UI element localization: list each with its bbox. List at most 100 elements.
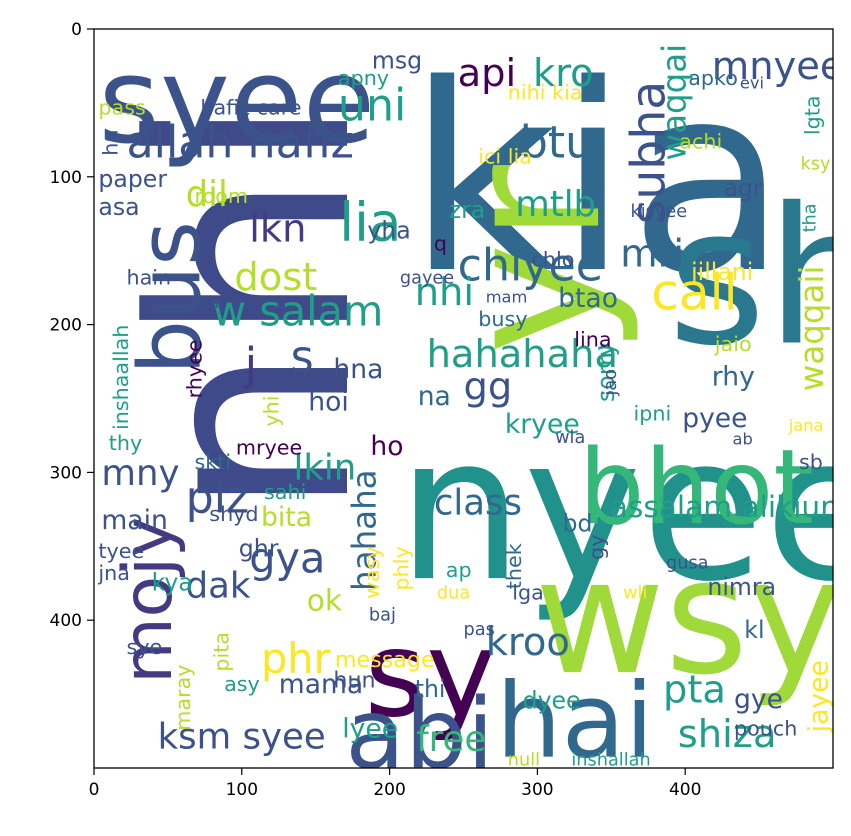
cloud-word: dil [186, 174, 228, 215]
cloud-word: skti [195, 450, 232, 474]
y-axis: 0 100 200 300 400 [50, 20, 94, 631]
cloud-word: btao [558, 283, 618, 314]
cloud-word: kro [533, 51, 594, 96]
cloud-word: sorry [592, 342, 620, 402]
cloud-word: subha [622, 81, 677, 225]
cloud-word: plz [186, 472, 250, 523]
cloud-word: api [458, 51, 517, 96]
cloud-word: mam [486, 288, 528, 307]
cloud-word: chlo [532, 248, 575, 272]
cloud-word: inshaallah [109, 325, 133, 430]
cloud-word: gy [585, 535, 609, 560]
cloud-word: bta [195, 295, 219, 312]
cloud-word: rhyee [183, 339, 207, 398]
cloud-word: btu [520, 118, 594, 169]
cloud-word: hoi [308, 387, 349, 418]
cloud-word: waqqai [656, 44, 694, 161]
cloud-word: null [508, 750, 540, 770]
cloud-word: pas [464, 620, 495, 640]
cloud-word: agr [724, 174, 763, 202]
cloud-word: jayee [803, 660, 834, 733]
cloud-word: ho [370, 431, 403, 462]
cloud-word: hahaha [345, 469, 383, 591]
cloud-word: lgta [801, 96, 825, 136]
cloud-word: ghr [239, 535, 279, 563]
cloud-word: waqqaii [793, 266, 831, 392]
cloud-word: phr [261, 635, 332, 683]
cloud-word: nyee [397, 394, 851, 626]
cloud-word: gayee [400, 268, 454, 288]
y-tick-label: 100 [50, 168, 82, 188]
cloud-word: hn [98, 130, 122, 156]
cloud-word: baj [369, 605, 396, 625]
y-tick-label: 200 [50, 316, 82, 336]
cloud-word: dyee [523, 687, 581, 715]
cloud-word: sye [127, 635, 163, 659]
cloud-word: pita [209, 632, 233, 672]
cloud-word: dost [234, 255, 317, 300]
x-tick-label: 300 [521, 780, 553, 800]
cloud-word: msg [372, 47, 422, 75]
cloud-word: ksy [801, 155, 831, 175]
cloud-word: shyd [209, 502, 258, 526]
cloud-word: thi [415, 675, 446, 703]
cloud-word: ab [733, 430, 753, 449]
cloud-word: ok [307, 583, 343, 617]
cloud-word: yha [367, 217, 410, 245]
cloud-word: mryee [236, 435, 302, 459]
cloud-word: main [101, 505, 167, 536]
cloud-word: jaio [714, 332, 752, 356]
cloud-word: apko [688, 66, 738, 90]
cloud-word: kroo [486, 620, 570, 665]
cloud-word: kisyee [631, 202, 688, 222]
x-tick-label: 400 [669, 780, 701, 800]
cloud-word: jna [97, 561, 130, 585]
cloud-word: pass [98, 96, 145, 120]
cloud-word: mri [620, 232, 684, 277]
cloud-word: bhot [579, 428, 814, 548]
cloud-word: allah hafiz [127, 118, 354, 169]
cloud-word: kl [744, 616, 764, 644]
cloud-word: thy [109, 431, 142, 455]
cloud-word: nimra [707, 573, 776, 601]
cloud-word: lia [339, 192, 401, 254]
cloud-word: rhy [712, 362, 755, 393]
cloud-word: nihi kia [508, 81, 583, 105]
cloud-word: achi [679, 130, 722, 154]
cloud-word: shiza [678, 712, 777, 757]
cloud-word: kryee [505, 409, 580, 440]
x-axis: 0 100 200 300 400 [89, 768, 701, 800]
x-tick-label: 0 [89, 780, 100, 800]
cloud-word: assalam alikium [610, 490, 849, 524]
cloud-word: zra [449, 196, 486, 224]
cloud-word: ici lia [478, 144, 532, 168]
cloud-word: lkn [249, 206, 306, 251]
cloud-word: room [195, 184, 249, 208]
cloud-word: hafiz care [200, 96, 301, 120]
cloud-word: bita [261, 502, 312, 533]
cloud-word: gusa [666, 554, 709, 574]
cloud-word: ap [446, 558, 472, 582]
cloud-word: abi [345, 676, 494, 790]
cloud-word: mama [279, 669, 363, 700]
cloud-word: free [416, 719, 486, 760]
cloud-word: thek [502, 543, 526, 589]
cloud-word: jana [788, 416, 824, 435]
cloud-word: tha [801, 203, 821, 232]
cloud-word: apny [338, 66, 389, 90]
cloud-word: wasy [360, 546, 384, 599]
cloud-word: mojy [109, 517, 188, 684]
cloud-word: evi [740, 73, 764, 92]
cloud-word: phly [390, 546, 414, 590]
cloud-word: hahahaha [427, 332, 618, 377]
cloud-word: uni [338, 81, 406, 132]
cloud-word: class [434, 483, 522, 524]
cloud-word: bd [563, 509, 593, 537]
cloud-word: sy [365, 605, 497, 743]
cloud-word: gye [734, 684, 783, 715]
cloud-word: shi [668, 167, 851, 388]
cloud-word: mny [101, 453, 179, 494]
cloud-word: gya [249, 535, 325, 583]
